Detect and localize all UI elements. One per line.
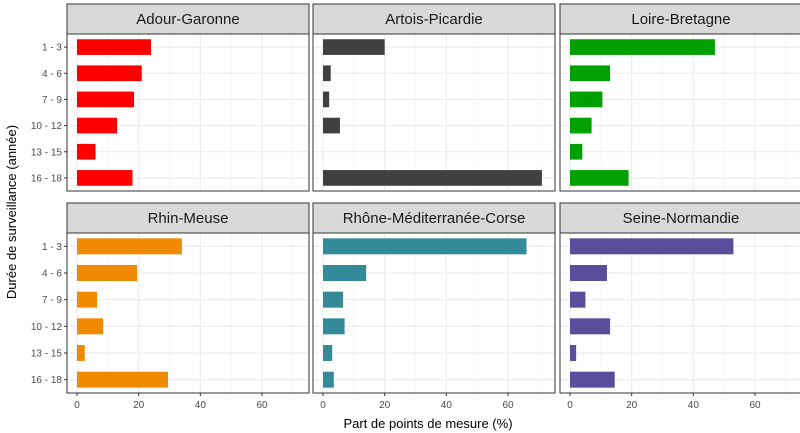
y-tick-label: 4 - 6 xyxy=(42,269,62,280)
y-tick-label: 1 - 3 xyxy=(42,242,62,253)
panel-title: Rhône-Méditerranée-Corse xyxy=(343,210,526,227)
bar-adour-garonne-5 xyxy=(77,143,96,160)
y-tick-label: 16 - 18 xyxy=(31,375,63,386)
bar-rhone-mediterranee-corse-6 xyxy=(323,371,334,388)
bar-loire-bretagne-4 xyxy=(570,117,592,134)
panel-strip xyxy=(66,3,310,35)
bar-loire-bretagne-1 xyxy=(570,39,715,55)
y-tick-label: 13 - 15 xyxy=(31,349,63,360)
bar-rhone-mediterranee-corse-1 xyxy=(323,238,527,255)
panel-background xyxy=(560,233,800,393)
y-tick-label: 1 - 3 xyxy=(42,43,62,54)
y-tick-label: 13 - 15 xyxy=(31,147,63,158)
bar-rhin-meuse-5 xyxy=(77,345,85,361)
x-tick-label: 0 xyxy=(567,400,573,411)
panel-loire-bretagne: Loire-Bretagne xyxy=(559,3,800,192)
panel-border xyxy=(559,33,800,192)
panel-background xyxy=(67,233,309,393)
x-tick-label: 40 xyxy=(441,400,453,411)
bar-rhone-mediterranee-corse-2 xyxy=(323,265,367,281)
bar-rhin-meuse-1 xyxy=(77,238,182,255)
bar-adour-garonne-2 xyxy=(77,65,142,82)
bar-adour-garonne-4 xyxy=(77,117,118,134)
bar-artois-picardie-1 xyxy=(323,39,385,55)
panel-background xyxy=(560,34,800,191)
bar-rhin-meuse-4 xyxy=(77,318,104,335)
panel-border xyxy=(312,232,556,394)
panel-adour-garonne: Adour-Garonne 1 - 3 4 - 6 7 - 9 10 - 12 13 - … xyxy=(31,3,310,192)
bar-artois-picardie-2 xyxy=(323,65,331,82)
y-tick-label: 10 - 12 xyxy=(31,121,63,132)
bar-rhin-meuse-3 xyxy=(77,291,98,308)
y-tick-label: 10 - 12 xyxy=(31,322,63,333)
panel-strip xyxy=(312,202,556,234)
x-tick-label: 60 xyxy=(749,400,761,411)
y-tick-label: 4 - 6 xyxy=(42,69,62,80)
bar-seine-normandie-2 xyxy=(570,265,607,281)
panel-border xyxy=(312,33,556,192)
panel-strip xyxy=(559,202,800,234)
x-tick-label: 40 xyxy=(688,400,700,411)
panel-title: Adour-Garonne xyxy=(136,11,239,28)
panel-border xyxy=(66,33,310,192)
bar-rhin-meuse-6 xyxy=(77,371,168,388)
y-axis-title: Durée de surveillance (année) xyxy=(4,125,19,299)
bar-adour-garonne-6 xyxy=(77,170,133,186)
panel-background xyxy=(313,34,555,191)
bar-seine-normandie-5 xyxy=(570,345,577,361)
panel-title: Rhin-Meuse xyxy=(148,210,229,227)
bar-adour-garonne-1 xyxy=(77,39,151,55)
bar-loire-bretagne-5 xyxy=(570,143,583,160)
panel-background xyxy=(313,233,555,393)
panel-title: Loire-Bretagne xyxy=(631,11,730,28)
x-tick-label: 20 xyxy=(133,400,145,411)
bar-rhone-mediterranee-corse-5 xyxy=(323,345,333,361)
panels-layer: Adour-Garonne 1 - 3 4 - 6 7 - 9 10 - 12 13 - … xyxy=(31,3,800,411)
panel-strip xyxy=(559,3,800,35)
x-axis-title: Part de points de mesure (%) xyxy=(343,416,512,431)
x-tick-label: 40 xyxy=(195,400,207,411)
panel-border xyxy=(66,232,310,394)
x-tick-label: 20 xyxy=(626,400,638,411)
panel-title: Artois-Picardie xyxy=(385,11,483,28)
panel-rhone-mediterranee-corse: Rhône-Méditerranée-Corse 0 20 40 60 xyxy=(312,202,556,411)
bar-loire-bretagne-6 xyxy=(570,170,629,186)
bar-artois-picardie-6 xyxy=(323,170,542,186)
y-tick-label: 7 - 9 xyxy=(42,295,62,306)
panel-strip xyxy=(66,202,310,234)
x-tick-label: 0 xyxy=(320,400,326,411)
bar-artois-picardie-4 xyxy=(323,117,340,134)
bar-rhone-mediterranee-corse-3 xyxy=(323,291,344,308)
bar-artois-picardie-3 xyxy=(323,91,330,108)
bar-seine-normandie-1 xyxy=(570,238,734,255)
x-tick-label: 60 xyxy=(502,400,514,411)
panel-artois-picardie: Artois-Picardie xyxy=(312,3,556,192)
x-tick-label: 60 xyxy=(256,400,268,411)
panel-strip xyxy=(312,3,556,35)
bar-seine-normandie-4 xyxy=(570,318,611,335)
bar-loire-bretagne-2 xyxy=(570,65,611,82)
y-tick-label: 16 - 18 xyxy=(31,173,63,184)
panel-background xyxy=(67,34,309,191)
y-tick-label: 7 - 9 xyxy=(42,95,62,106)
bar-loire-bretagne-3 xyxy=(570,91,603,108)
panel-title: Seine-Normandie xyxy=(623,210,740,227)
bar-rhone-mediterranee-corse-4 xyxy=(323,318,345,335)
bar-seine-normandie-3 xyxy=(570,291,586,308)
panel-seine-normandie: Seine-Normandie 0 20 40 60 xyxy=(559,202,800,411)
x-tick-label: 0 xyxy=(74,400,80,411)
x-tick-label: 20 xyxy=(379,400,391,411)
panel-border xyxy=(559,232,800,394)
bar-seine-normandie-6 xyxy=(570,371,615,388)
bar-rhin-meuse-2 xyxy=(77,265,138,281)
panel-rhin-meuse: Rhin-Meuse 1 - 3 4 - 6 7 - 9 10 - 12 13 - 15 1… xyxy=(31,202,310,411)
bar-adour-garonne-3 xyxy=(77,91,135,108)
